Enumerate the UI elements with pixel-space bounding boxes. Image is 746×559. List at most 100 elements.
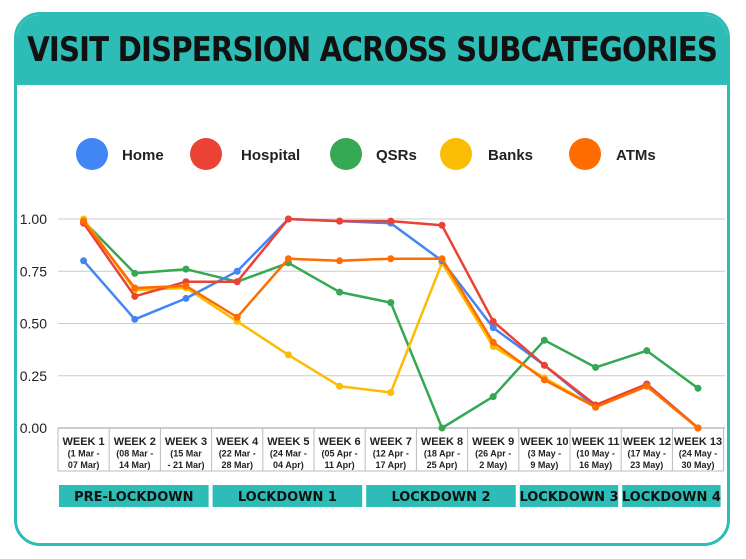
- phase-label: LOCKDOWN 3: [519, 490, 618, 505]
- data-point-qsrs: [438, 424, 446, 432]
- title-banner: VISIT DISPERSION ACROSS SUBCATEGORIES: [17, 15, 727, 85]
- data-point-atms: [438, 255, 446, 263]
- data-point-qsrs: [540, 336, 548, 344]
- x-tick-sublabel: 23 May): [630, 460, 663, 470]
- data-point-qsrs: [592, 363, 600, 371]
- y-tick-label: 0.50: [20, 316, 47, 332]
- data-point-hospital: [489, 317, 497, 325]
- legend-label-banks: Banks: [488, 147, 533, 164]
- series-line-atms: [82, 219, 700, 430]
- legend-label-hospital: Hospital: [241, 147, 300, 164]
- data-point-atms: [182, 282, 190, 290]
- phase-bar: [519, 485, 619, 507]
- legend-label-home: Home: [122, 147, 164, 164]
- x-tick-sublabel: 17 Apr): [375, 460, 406, 470]
- y-tick-label: 0.25: [20, 368, 47, 384]
- data-point-atms: [540, 376, 548, 384]
- chart-card: VISIT DISPERSION ACROSS SUBCATEGORIES: [14, 12, 730, 546]
- data-point-atms: [592, 403, 600, 411]
- x-tick-label: WEEK 12: [623, 436, 671, 448]
- phase-bar: [59, 485, 209, 507]
- x-tick-label: WEEK 8: [421, 436, 463, 448]
- data-point-hospital: [233, 278, 241, 286]
- phase-bar: [366, 485, 516, 507]
- data-point-home: [233, 267, 241, 275]
- data-point-qsrs: [336, 288, 344, 296]
- x-tick-label: WEEK 13: [674, 436, 722, 448]
- x-tick-sublabel: (3 May -: [528, 449, 562, 459]
- data-point-home: [489, 324, 497, 332]
- phase-bar: [622, 485, 721, 507]
- x-tick-sublabel: - 21 Mar): [167, 460, 204, 470]
- data-point-qsrs: [489, 393, 497, 401]
- data-point-qsrs: [694, 384, 702, 392]
- data-point-atms: [80, 217, 88, 225]
- phase-label: LOCKDOWN 1: [238, 490, 337, 505]
- x-tick-sublabel: 11 Apr): [325, 460, 355, 470]
- data-point-atms: [387, 255, 395, 263]
- x-tick-sublabel: 25 Apr): [427, 460, 458, 470]
- x-tick-sublabel: 14 Mar): [119, 460, 151, 470]
- x-tick-sublabel: 28 Mar): [221, 460, 253, 470]
- phase-label: LOCKDOWN 4: [622, 490, 721, 505]
- data-point-qsrs: [643, 347, 651, 355]
- x-tick-label: WEEK 1: [63, 436, 105, 448]
- data-point-home: [131, 315, 139, 323]
- x-tick-label: WEEK 4: [216, 436, 259, 448]
- series-line-qsrs: [82, 219, 700, 430]
- data-point-hospital: [387, 217, 395, 225]
- x-tick-sublabel: (22 Mar -: [219, 449, 256, 459]
- legend-marker-home: [76, 138, 108, 170]
- x-tick-sublabel: (17 May -: [628, 449, 667, 459]
- x-tick-sublabel: (24 May -: [679, 449, 718, 459]
- x-tick-label: WEEK 2: [114, 436, 156, 448]
- x-tick-sublabel: 04 Apr): [273, 460, 304, 470]
- data-point-hospital: [336, 217, 344, 225]
- legend-marker-atms: [569, 138, 601, 170]
- x-tick-sublabel: (08 Mar -: [116, 449, 153, 459]
- x-tick-sublabel: (12 Apr -: [373, 449, 409, 459]
- x-tick-sublabel: 9 May): [530, 460, 558, 470]
- x-tick-sublabel: 30 May): [681, 460, 714, 470]
- chart-title: VISIT DISPERSION ACROSS SUBCATEGORIES: [27, 30, 718, 70]
- data-point-qsrs: [182, 265, 190, 273]
- legend-label-atms: ATMs: [616, 147, 656, 164]
- x-tick-sublabel: (26 Apr -: [475, 449, 511, 459]
- x-tick-sublabel: (15 Mar: [170, 449, 202, 459]
- data-point-hospital: [540, 361, 548, 369]
- x-tick-sublabel: 2 May): [479, 460, 507, 470]
- x-tick-label: WEEK 6: [319, 436, 361, 448]
- data-point-hospital: [131, 292, 139, 300]
- x-tick-sublabel: 16 May): [579, 460, 612, 470]
- data-point-home: [182, 294, 190, 302]
- data-point-banks: [387, 388, 395, 396]
- data-point-atms: [489, 338, 497, 346]
- x-tick-sublabel: 07 Mar): [68, 460, 100, 470]
- y-tick-label: 0.00: [20, 420, 47, 436]
- data-point-atms: [233, 313, 241, 321]
- data-point-qsrs: [387, 299, 395, 307]
- data-point-banks: [336, 382, 344, 390]
- data-point-atms: [694, 424, 702, 432]
- data-point-home: [80, 257, 88, 265]
- x-tick-label: WEEK 11: [572, 436, 620, 448]
- data-point-banks: [284, 351, 292, 359]
- y-tick-label: 0.75: [20, 263, 47, 279]
- data-point-atms: [336, 257, 344, 265]
- phase-label: PRE-LOCKDOWN: [74, 490, 193, 505]
- data-point-hospital: [438, 221, 446, 229]
- legend-marker-hospital: [190, 138, 222, 170]
- legend-label-qsrs: QSRs: [376, 147, 417, 164]
- data-point-atms: [643, 382, 651, 390]
- x-tick-label: WEEK 9: [472, 436, 514, 448]
- y-tick-label: 1.00: [20, 211, 47, 227]
- x-tick-sublabel: (18 Apr -: [424, 449, 460, 459]
- x-tick-sublabel: (05 Apr -: [322, 449, 358, 459]
- x-tick-sublabel: (1 Mar -: [68, 449, 100, 459]
- data-point-atms: [284, 255, 292, 263]
- phase-label: LOCKDOWN 2: [391, 490, 490, 505]
- legend-marker-qsrs: [330, 138, 362, 170]
- x-tick-label: WEEK 7: [370, 436, 412, 448]
- x-tick-label: WEEK 10: [520, 436, 568, 448]
